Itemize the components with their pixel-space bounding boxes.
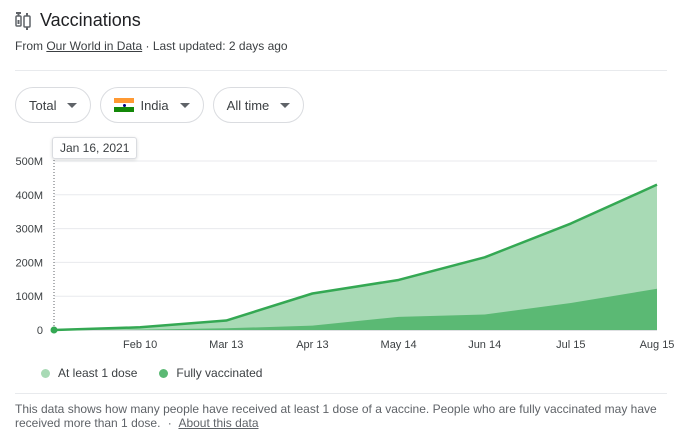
y-tick-label: 500M xyxy=(15,156,43,168)
about-data-link[interactable]: About this data xyxy=(178,416,259,430)
chevron-down-icon xyxy=(280,102,291,108)
hover-tooltip: Jan 16, 2021 xyxy=(52,137,138,159)
legend-label-fully: Fully vaccinated xyxy=(176,366,263,380)
last-updated: · Last updated: 2 days ago xyxy=(145,39,288,53)
x-tick-label: Aug 15 xyxy=(640,339,675,351)
range-filter-chip[interactable]: All time xyxy=(212,87,305,123)
metric-filter-label: Total xyxy=(29,97,57,113)
x-tick-label: May 14 xyxy=(381,339,417,351)
x-tick-label: Jul 15 xyxy=(556,339,585,351)
country-filter-label: India xyxy=(140,97,169,113)
hover-marker xyxy=(50,326,58,334)
legend-swatch-fully xyxy=(159,368,169,378)
card-title: Vaccinations xyxy=(40,10,141,30)
data-footnote: This data shows how many people have rec… xyxy=(15,402,665,430)
metric-filter-chip[interactable]: Total xyxy=(15,87,92,123)
y-tick-label: 100M xyxy=(15,291,43,303)
footnote-text: This data shows how many people have rec… xyxy=(15,402,657,430)
series-area-fully-vaccinated xyxy=(54,288,657,330)
card-header: Vaccinations xyxy=(15,10,141,31)
vaccine-icon xyxy=(15,11,31,30)
chart-canvas[interactable]: 0 100M 200M 300M 400M 500M Feb 10 Mar 13 Apr 13 M… xyxy=(0,130,689,358)
x-tick-label: Apr 13 xyxy=(296,339,328,351)
country-filter-chip[interactable]: India xyxy=(100,87,204,123)
chevron-down-icon xyxy=(179,102,190,108)
series-line-first-dose xyxy=(53,183,658,332)
y-tick-label: 200M xyxy=(15,257,43,269)
legend-item-fully: Fully vaccinated xyxy=(159,366,262,380)
filter-chips: Total India All time xyxy=(15,87,305,123)
y-tick-label: 400M xyxy=(15,190,43,202)
footnote-separator: · xyxy=(167,416,172,430)
vaccination-chart[interactable]: 0 100M 200M 300M 400M 500M Feb 10 Mar 13 Apr 13 M… xyxy=(0,130,689,358)
india-flag-icon xyxy=(114,98,135,113)
chart-legend: At least 1 dose Fully vaccinated xyxy=(41,366,262,380)
source-prefix: From xyxy=(15,39,43,53)
y-tick-label: 300M xyxy=(15,224,43,236)
tooltip-date: Jan 16, 2021 xyxy=(60,141,130,155)
x-tick-label: Mar 13 xyxy=(209,339,243,351)
legend-swatch-first-dose xyxy=(41,368,50,378)
divider-top xyxy=(15,70,667,71)
series-area-first-dose xyxy=(54,184,657,330)
y-tick-label: 0 xyxy=(37,325,43,337)
x-tick-label: Jun 14 xyxy=(468,339,501,351)
source-link[interactable]: Our World in Data xyxy=(46,39,143,53)
chevron-down-icon xyxy=(67,102,78,108)
divider-bottom xyxy=(15,393,667,394)
legend-item-first-dose: At least 1 dose xyxy=(41,366,137,380)
legend-label-first-dose: At least 1 dose xyxy=(58,366,138,380)
source-line: From Our World in Data · Last updated: 2… xyxy=(15,39,288,53)
x-tick-label: Feb 10 xyxy=(123,339,157,351)
range-filter-label: All time xyxy=(226,97,270,113)
